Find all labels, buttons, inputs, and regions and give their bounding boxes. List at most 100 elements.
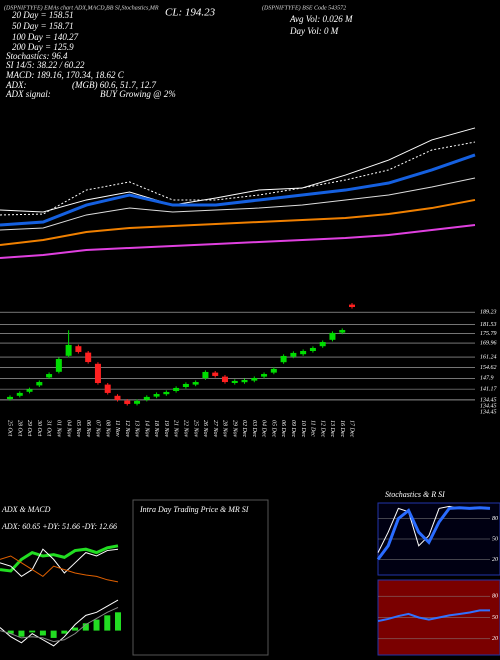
candle-body xyxy=(124,400,131,404)
candle-body xyxy=(261,374,268,377)
y-tick-label: 181.53 xyxy=(480,322,497,328)
candle-body xyxy=(85,352,92,363)
adx-label: ADX: xyxy=(5,80,27,90)
series-line xyxy=(377,609,490,623)
panel-subtitle: ADX: 60.65 +DY: 51.66 -DY: 12.66 xyxy=(1,522,117,531)
day-volume: Day Vol: 0 M xyxy=(289,26,339,36)
histogram-bar xyxy=(61,630,68,634)
series-line xyxy=(0,548,119,578)
candle-body xyxy=(309,347,316,351)
x-tick-label: 10 Dec xyxy=(300,420,306,437)
candle-body xyxy=(26,389,33,392)
x-tick-label: 13 Dec xyxy=(329,420,335,437)
candle-body xyxy=(251,378,258,381)
x-tick-label: 28 Oct xyxy=(16,420,22,436)
candle-body xyxy=(104,384,111,393)
panel-title: Stochastics & R SI xyxy=(385,490,445,499)
x-tick-label: 04 Dec xyxy=(261,420,268,437)
candle-body xyxy=(114,395,121,400)
x-tick-label: 31 Oct xyxy=(46,419,52,436)
candle-body xyxy=(241,379,248,383)
histogram-bar xyxy=(72,627,79,631)
x-tick-label: 30 Oct xyxy=(36,419,42,436)
candle-body xyxy=(36,382,43,386)
rsi: SI 14/5: 38.22 / 60.22 xyxy=(6,60,85,70)
x-tick-label: 08 Nov xyxy=(104,420,110,438)
y-tick-label: 20 xyxy=(492,557,498,563)
ema50: 50 Day = 158.71 xyxy=(12,21,74,31)
series-line xyxy=(0,606,119,643)
histogram-bar xyxy=(82,623,89,631)
candle-body xyxy=(75,346,82,352)
histogram-bar xyxy=(104,615,111,631)
x-tick-label: 06 Dec xyxy=(280,420,286,437)
adx-values: (MGB) 60.6, 51.7, 12.7 xyxy=(72,80,156,90)
candle-body xyxy=(134,400,141,404)
y-tick-label: 189.23 xyxy=(480,310,497,316)
series-line xyxy=(0,153,476,227)
x-tick-label: 11 Nov xyxy=(114,420,120,437)
ema100: 100 Day = 140.27 xyxy=(12,32,79,42)
title: (DSPNIFTYFE) EMAs chart ADX,MACD,BB SI,S… xyxy=(4,4,159,11)
x-tick-label: 21 Nov xyxy=(173,420,179,438)
candle-body xyxy=(94,363,101,383)
histogram-bar xyxy=(18,630,25,637)
x-tick-label: 18 Nov xyxy=(153,420,159,438)
stochastics: Stochastics: 96.4 xyxy=(6,51,68,61)
y-tick-label: 50 xyxy=(492,536,498,542)
y-tick-label: 147.9 xyxy=(480,375,494,382)
candle-body xyxy=(46,374,53,378)
histogram-bar xyxy=(39,630,46,636)
y-tick-label: 80 xyxy=(492,516,498,522)
candle-body xyxy=(329,332,336,340)
adx-signal-label: ADX signal: xyxy=(5,89,51,99)
candle-body xyxy=(231,380,238,383)
candle-body xyxy=(221,376,228,383)
x-tick-label: 19 Nov xyxy=(163,420,169,438)
candle-body xyxy=(182,383,189,387)
macd: MACD: 189.16, 170.34, 18.62 C xyxy=(5,70,125,80)
adx-signal: BUY Growing @ 2% xyxy=(100,89,176,99)
series-line xyxy=(0,599,119,647)
x-tick-label: 22 Nov xyxy=(183,420,189,438)
y-tick-label: 141.17 xyxy=(480,386,498,393)
x-tick-label: 28 Nov xyxy=(222,420,228,438)
candle-body xyxy=(270,368,277,373)
candle-body xyxy=(319,342,326,347)
y-tick-label: 134.45 xyxy=(480,402,497,409)
x-tick-label: 01 Nov xyxy=(55,420,61,438)
candle-body xyxy=(339,330,346,333)
candle-body xyxy=(55,359,62,372)
candle-body xyxy=(173,387,180,391)
histogram-bar xyxy=(50,630,57,638)
x-tick-label: 09 Dec xyxy=(290,420,296,437)
series-line xyxy=(0,555,119,583)
candle-body xyxy=(65,344,72,356)
histogram-bar xyxy=(93,619,100,631)
series-line xyxy=(0,198,476,246)
x-tick-label: 25 Oct xyxy=(7,420,13,436)
x-tick-label: 27 Nov xyxy=(212,420,218,438)
candle-body xyxy=(349,304,355,307)
x-tick-label: 14 Nov xyxy=(143,420,150,438)
ema200: 200 Day = 125.9 xyxy=(12,42,74,52)
x-tick-label: 26 Nov xyxy=(202,420,208,438)
code: (DSPNIFTYFE) BSE Code 543572 xyxy=(262,4,346,11)
x-tick-label: 05 Dec xyxy=(270,420,276,437)
candle-body xyxy=(212,372,219,376)
y-tick-label: 175.79 xyxy=(480,331,497,337)
y-tick-label: 154.62 xyxy=(480,364,497,371)
candle-body xyxy=(202,371,209,379)
candle-body xyxy=(7,396,13,399)
series-line xyxy=(376,506,491,561)
x-tick-label: 17 Dec xyxy=(349,420,355,437)
y-tick-label: 80 xyxy=(492,594,498,600)
y-tick-label: 169.96 xyxy=(480,340,497,346)
y-tick-label: 20 xyxy=(492,636,498,642)
candle-body xyxy=(280,355,287,363)
x-tick-label: 12 Nov xyxy=(124,420,130,438)
candle-body xyxy=(143,396,150,400)
x-tick-label: 16 Dec xyxy=(339,420,345,437)
x-tick-label: 11 Dec xyxy=(310,420,316,437)
